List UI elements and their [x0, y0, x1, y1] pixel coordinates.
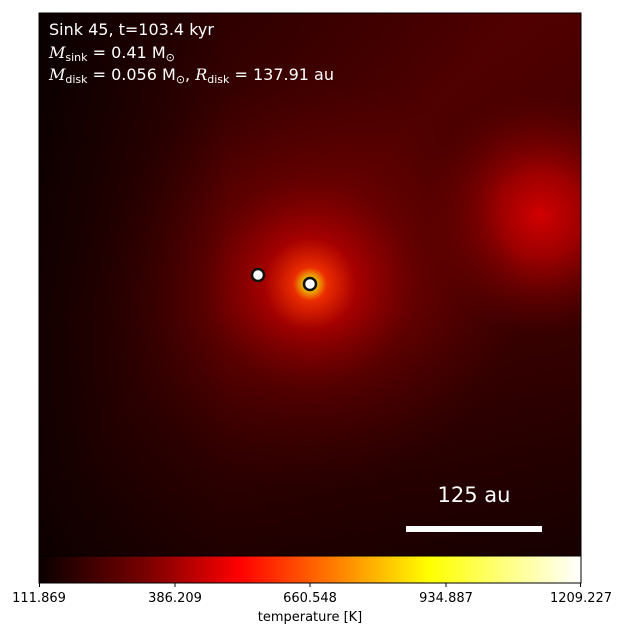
sink-title: Sink 45, t=103.4 kyr [49, 20, 214, 39]
sink-b-marker [302, 276, 318, 292]
disk-annotation: Mdisk = 0.056 M⊙, Rdisk = 137.91 au [49, 65, 334, 86]
scalebar [406, 526, 542, 532]
colorbar-tick-label: 111.869 [12, 591, 66, 606]
scalebar-label: 125 au [437, 483, 511, 507]
colorbar-label: temperature [K] [257, 610, 363, 625]
colorbar-tick-label: 660.548 [283, 591, 337, 606]
sink-mass-annotation: Msink = 0.41 M⊙ [49, 43, 175, 64]
colorbar-tick-label: 934.887 [419, 591, 473, 606]
colorbar [38, 555, 582, 584]
colorbar-tick-label: 1209.227 [549, 591, 613, 606]
colorbar-tick-label: 386.209 [148, 591, 202, 606]
sink-a-marker [250, 267, 266, 283]
colorbar-ticks [39, 583, 581, 587]
